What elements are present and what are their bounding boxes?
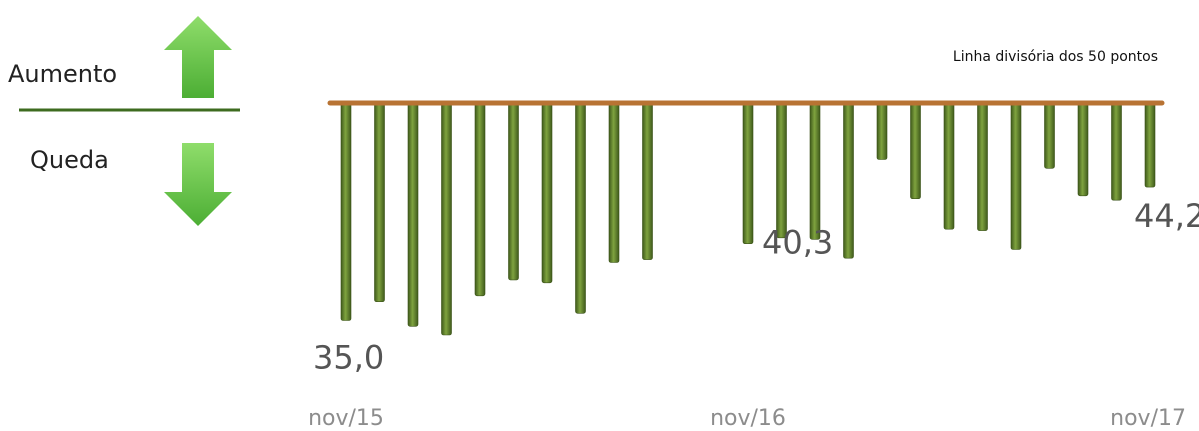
bar-abr-16 bbox=[508, 102, 519, 281]
bar-jun-17 bbox=[977, 102, 988, 231]
bar-jan-16 bbox=[407, 102, 419, 327]
reference-line-label: Linha divisória dos 50 pontos bbox=[953, 49, 1158, 65]
bar-jun-16 bbox=[575, 102, 586, 314]
data-label: 35,0 bbox=[313, 339, 384, 377]
x-tick-label: nov/16 bbox=[710, 406, 786, 431]
legend-up-label: Aumento bbox=[8, 60, 117, 88]
bar-set-17 bbox=[1077, 102, 1089, 197]
legend: Aumento Queda bbox=[8, 16, 240, 226]
bar-fev-16 bbox=[441, 102, 452, 336]
bar-ago-17 bbox=[1044, 102, 1055, 169]
bars bbox=[340, 102, 1156, 336]
bar-jan-17 bbox=[809, 102, 821, 240]
arrow-up-icon bbox=[164, 16, 232, 98]
bar-nov-16 bbox=[742, 102, 754, 244]
data-labels: 35,0 40,3 44,2 bbox=[313, 197, 1199, 376]
x-tick-label: nov/17 bbox=[1110, 406, 1186, 431]
arrow-down-icon bbox=[164, 143, 232, 226]
legend-down-label: Queda bbox=[30, 146, 109, 174]
bar-mar-17 bbox=[876, 102, 888, 160]
bar-dez-16 bbox=[776, 102, 787, 239]
bar-abr-17 bbox=[910, 102, 921, 199]
bar-jul-17 bbox=[1010, 102, 1022, 250]
bar-mai-16 bbox=[541, 102, 553, 284]
bar-out-17 bbox=[1111, 102, 1122, 201]
x-tick-labels: nov/15 nov/16 nov/17 bbox=[308, 406, 1186, 431]
bar-mai-17 bbox=[943, 102, 955, 230]
bar-fev-17 bbox=[843, 102, 854, 259]
x-tick-label: nov/15 bbox=[308, 406, 384, 431]
bar-dez-15 bbox=[374, 102, 385, 302]
bar-ago-16 bbox=[642, 102, 653, 260]
data-label: 40,3 bbox=[762, 224, 833, 262]
bar-mar-16 bbox=[474, 102, 486, 297]
bar-nov-17 bbox=[1144, 102, 1156, 188]
data-label: 44,2 bbox=[1134, 197, 1199, 235]
bar-jul-16 bbox=[608, 102, 620, 263]
bar-nov-15 bbox=[340, 102, 352, 321]
